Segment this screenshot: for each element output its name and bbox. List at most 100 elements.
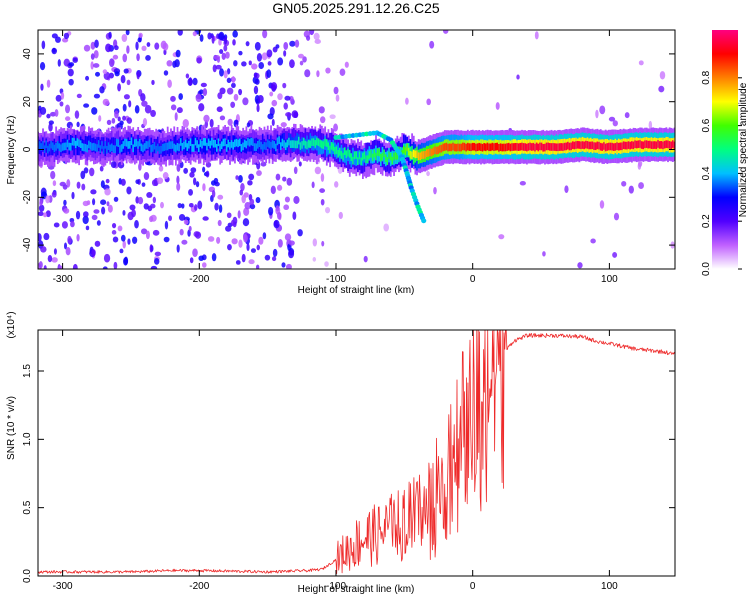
heatmap-cell: [51, 142, 54, 151]
heatmap-cell: [501, 143, 504, 152]
heatmap-cell: [276, 137, 279, 146]
heatmap-cell: [616, 142, 619, 151]
heatmap-cell: [103, 253, 111, 263]
heatmap-cell: [114, 45, 119, 51]
heatmap-cell: [278, 136, 281, 144]
heatmap-cell: [60, 144, 62, 153]
heatmap-cell: [289, 40, 296, 47]
heatmap-cell: [473, 142, 476, 151]
heatmap-cell: [141, 182, 146, 187]
heatmap-cell: [102, 146, 105, 154]
heatmap-cell: [314, 140, 317, 148]
heatmap-cell: [198, 103, 205, 112]
heatmap-cell: [145, 54, 151, 61]
heatmap-cell: [171, 141, 174, 149]
heatmap-cell: [239, 189, 244, 196]
heatmap-cell: [51, 191, 57, 198]
heatmap-cell: [412, 150, 415, 165]
heatmap-cell: [227, 139, 230, 148]
heatmap-cell: [241, 253, 246, 263]
heatmap-cell: [235, 138, 238, 147]
heatmap-cell: [140, 93, 146, 102]
heatmap-cell: [319, 139, 322, 148]
heatmap-cell: [81, 143, 84, 151]
heatmap-cell: [101, 141, 103, 149]
heatmap-cell: [363, 151, 366, 160]
heatmap-cell: [219, 143, 222, 152]
heatmap-cell: [419, 152, 422, 161]
heatmap-cell: [161, 143, 164, 152]
heatmap-cell: [320, 116, 326, 124]
heatmap-cell: [275, 173, 281, 181]
y-tick-label: -20: [22, 190, 33, 205]
heatmap-cell: [134, 105, 140, 114]
heatmap-cell: [63, 142, 66, 151]
heatmap-cell: [639, 140, 642, 148]
heatmap-cell: [238, 50, 243, 56]
heatmap-cell: [645, 140, 648, 148]
heatmap-cell: [68, 62, 75, 67]
heatmap-cell: [632, 141, 635, 150]
heatmap-cell: [112, 54, 119, 60]
heatmap-cell: [606, 143, 609, 151]
heatmap-cell: [601, 143, 604, 151]
heatmap-cell: [142, 144, 144, 153]
heatmap-cell: [112, 145, 115, 153]
heatmap-cell: [199, 34, 204, 42]
heatmap-cell: [66, 121, 73, 129]
heatmap-cell: [507, 142, 510, 151]
heatmap-cell: [132, 144, 135, 153]
heatmap-cell: [545, 142, 548, 151]
heatmap-cell: [220, 141, 223, 150]
heatmap-cell: [583, 141, 586, 150]
heatmap-cell: [121, 33, 128, 43]
heatmap-cell: [504, 143, 507, 152]
heatmap-cell: [344, 61, 349, 68]
heatmap-cell: [458, 143, 461, 152]
heatmap-cell: [58, 136, 61, 151]
heatmap-cell: [88, 140, 90, 149]
heatmap-cell: [599, 200, 605, 209]
heatmap-cell: [54, 109, 59, 117]
heatmap-cell: [167, 79, 172, 89]
heatmap-cell: [160, 201, 164, 209]
heatmap-cell: [136, 53, 140, 62]
heatmap-cell: [293, 166, 298, 175]
heatmap-cell: [659, 71, 666, 80]
heatmap-cell: [170, 141, 172, 150]
spectrogram-heatmap: [38, 30, 675, 269]
heatmap-cell: [317, 140, 320, 155]
heatmap-cell: [311, 181, 315, 189]
heatmap-cell: [170, 95, 176, 102]
heatmap-cell: [570, 142, 573, 151]
heatmap-cell: [151, 79, 155, 86]
heatmap-cell: [283, 102, 288, 110]
heatmap-cell: [152, 144, 154, 152]
heatmap-cell: [321, 240, 325, 247]
heatmap-cell: [58, 265, 64, 269]
heatmap-cell: [137, 196, 144, 205]
heatmap-cell: [119, 248, 124, 254]
heatmap-cell: [396, 151, 399, 160]
heatmap-cell: [66, 179, 71, 188]
heatmap-cell: [115, 138, 118, 147]
heatmap-cell: [325, 142, 328, 157]
heatmap-cell: [298, 161, 302, 167]
heatmap-cell: [498, 234, 505, 240]
heatmap-cell: [411, 151, 413, 160]
heatmap-cell: [191, 144, 194, 152]
heatmap-cell: [202, 183, 206, 192]
heatmap-cell: [258, 61, 265, 70]
heatmap-cell: [302, 56, 307, 63]
heatmap-cell: [211, 137, 213, 146]
heatmap-cell: [85, 75, 90, 81]
heatmap-cell: [174, 134, 177, 150]
heatmap-cell: [149, 215, 154, 223]
heatmap-cell: [250, 137, 253, 146]
heatmap-cell: [78, 139, 81, 148]
heatmap-cell: [50, 170, 56, 180]
heatmap-cell: [617, 142, 620, 151]
heatmap-cell: [434, 146, 436, 154]
heatmap-cell: [302, 137, 305, 146]
